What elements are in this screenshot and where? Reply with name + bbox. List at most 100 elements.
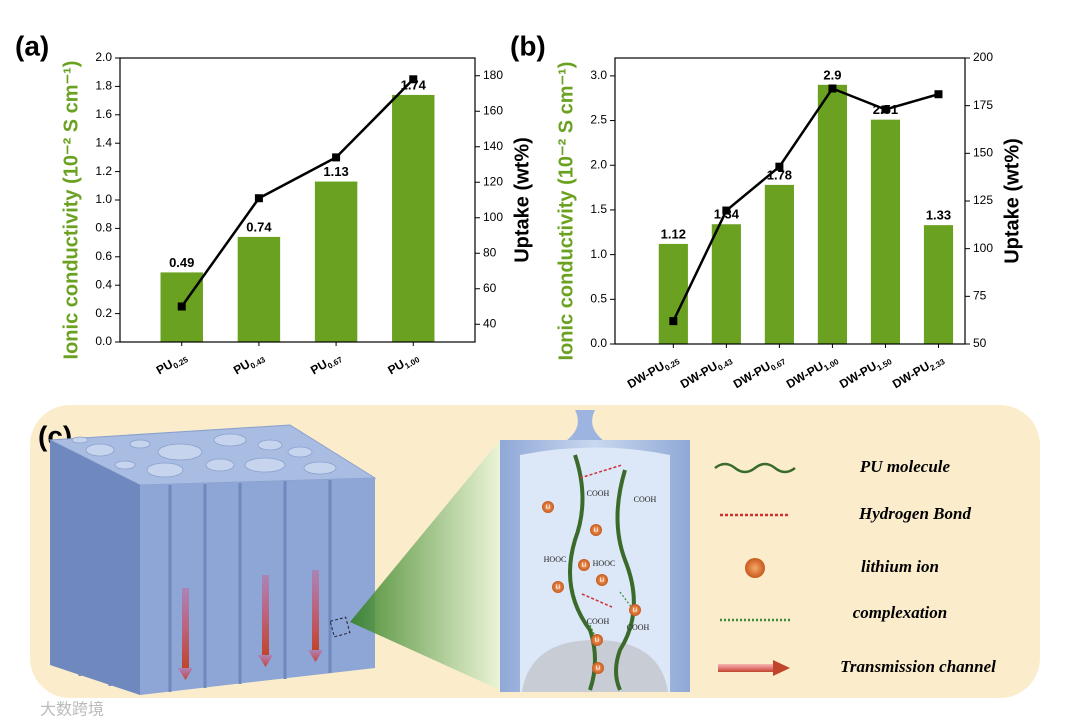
channels bbox=[78, 455, 332, 692]
group-label: COOH bbox=[634, 495, 657, 504]
line-marker bbox=[722, 206, 731, 215]
legend-symbol bbox=[714, 462, 796, 474]
y-tick-label: 0.0 bbox=[590, 336, 607, 350]
y2-tick-label: 140 bbox=[483, 139, 503, 153]
watermark: 大数跨境 bbox=[40, 700, 104, 719]
bar bbox=[658, 243, 688, 344]
line-marker bbox=[881, 105, 890, 114]
lithium-ion bbox=[591, 634, 603, 646]
lithium-ion bbox=[590, 524, 602, 536]
group-label: HOOC bbox=[593, 559, 616, 568]
y-tick-label: 2.0 bbox=[95, 50, 112, 64]
y2-tick-label: 40 bbox=[483, 316, 497, 330]
bar bbox=[237, 236, 281, 342]
y-tick-label: 0.8 bbox=[95, 221, 112, 235]
legend-label: lithium ion bbox=[861, 557, 939, 576]
chart: (b) 0.0 0.5 1.0 1.5 2.0 2.5 3.0 50 75 100 125 150 175… bbox=[510, 30, 1023, 393]
y2-tick-label: 120 bbox=[483, 174, 503, 188]
bar bbox=[314, 181, 358, 342]
bar bbox=[870, 119, 901, 344]
lithium-ion bbox=[552, 581, 564, 593]
y-tick-label: 0.2 bbox=[95, 306, 112, 320]
y-tick-label: 2.0 bbox=[590, 157, 607, 171]
value-label: 2.9 bbox=[823, 67, 841, 82]
ion-label: Li bbox=[582, 562, 587, 568]
chart: (a) 0.0 0.2 0.4 0.6 0.8 1.0 1.2 1.4 1.6 1.8 2.0 40 60… bbox=[15, 30, 533, 379]
y-tick-label: 3.0 bbox=[590, 68, 607, 82]
charts: (a) 0.0 0.2 0.4 0.6 0.8 1.0 1.2 1.4 1.6 1.8 2.0 40 60… bbox=[15, 30, 1023, 393]
y-tick-label: 1.8 bbox=[95, 79, 112, 93]
group-label: HOOC bbox=[544, 555, 567, 564]
x-tick-label: DW-PU1.00 bbox=[784, 351, 841, 393]
y-tick-label: 1.0 bbox=[95, 192, 112, 206]
block-side bbox=[50, 440, 140, 695]
cylinder-spout bbox=[560, 410, 610, 445]
y-tick-label: 2.5 bbox=[590, 113, 607, 127]
line-marker bbox=[254, 194, 263, 203]
y-tick-label: 0.4 bbox=[95, 277, 112, 291]
value-label: 0.49 bbox=[169, 255, 194, 270]
panel-label: (a) bbox=[15, 30, 49, 61]
pu-molecules bbox=[568, 454, 636, 691]
pores bbox=[71, 433, 337, 478]
group-label: COOH bbox=[627, 623, 650, 632]
y-tick-label: 0.5 bbox=[590, 291, 607, 305]
panel-label: (b) bbox=[510, 30, 546, 61]
line-marker bbox=[409, 75, 418, 84]
legend: PU molecule Hydrogen Bond lithium ion co… bbox=[714, 457, 996, 676]
legend-label: Transmission channel bbox=[840, 657, 996, 676]
x-tick-label: PU1.00 bbox=[385, 349, 421, 379]
legend-label: complexation bbox=[853, 603, 947, 622]
value-label: 1.33 bbox=[926, 208, 951, 223]
plot-frame bbox=[614, 57, 966, 345]
y2-tick-label: 160 bbox=[483, 103, 503, 117]
ion-label: Li bbox=[633, 607, 638, 613]
y2-axis-label: Uptake (wt%) bbox=[511, 137, 533, 263]
x-tick-label: DW-PU1.50 bbox=[837, 351, 894, 393]
y2-tick-label: 100 bbox=[973, 241, 993, 255]
y2-tick-label: 60 bbox=[483, 281, 497, 295]
line-marker bbox=[775, 162, 784, 171]
block-front bbox=[140, 478, 375, 695]
line-marker bbox=[669, 317, 678, 326]
x-tick-label: PU0.43 bbox=[231, 349, 267, 379]
y-axis-label: Ionic conductivity (10⁻² S cm⁻¹) bbox=[555, 62, 577, 361]
hydrogen-bonds bbox=[579, 464, 623, 608]
y2-tick-label: 175 bbox=[973, 98, 993, 112]
x-tick-label: PU0.25 bbox=[154, 349, 190, 379]
x-tick-label: DW-PU0.67 bbox=[731, 351, 788, 393]
ion-label: Li bbox=[594, 527, 599, 533]
legend-symbol bbox=[773, 660, 790, 676]
value-label: 1.12 bbox=[661, 226, 686, 241]
y-tick-label: 1.6 bbox=[95, 107, 112, 121]
group-label: COOH bbox=[587, 617, 610, 626]
complexations bbox=[589, 591, 633, 639]
ion-label: Li bbox=[556, 584, 561, 590]
line-marker bbox=[332, 153, 341, 162]
legend-symbol bbox=[745, 558, 765, 578]
y2-tick-label: 75 bbox=[973, 289, 987, 303]
group-label: COOH bbox=[587, 489, 610, 498]
line-marker bbox=[828, 84, 837, 93]
y-tick-label: 1.5 bbox=[590, 202, 607, 216]
bar bbox=[923, 225, 954, 344]
lithium-ion bbox=[596, 574, 608, 586]
value-label: 0.74 bbox=[246, 219, 272, 234]
y2-tick-label: 200 bbox=[973, 50, 993, 64]
value-label: 1.74 bbox=[401, 77, 427, 92]
y2-tick-label: 50 bbox=[973, 336, 987, 350]
bar bbox=[817, 84, 848, 344]
plot-frame bbox=[119, 57, 476, 343]
bar bbox=[392, 94, 435, 342]
lithium-ion bbox=[629, 604, 641, 616]
x-tick-label: DW-PU0.43 bbox=[678, 351, 735, 393]
ion-label: Li bbox=[546, 504, 551, 510]
cylinder-inner bbox=[520, 447, 670, 692]
x-tick-label: PU0.67 bbox=[308, 349, 344, 379]
lithium-ion bbox=[578, 559, 590, 571]
ion-label: Li bbox=[595, 637, 600, 643]
y2-tick-label: 100 bbox=[483, 210, 503, 224]
y-tick-label: 0.0 bbox=[95, 334, 112, 348]
line bbox=[672, 86, 939, 322]
